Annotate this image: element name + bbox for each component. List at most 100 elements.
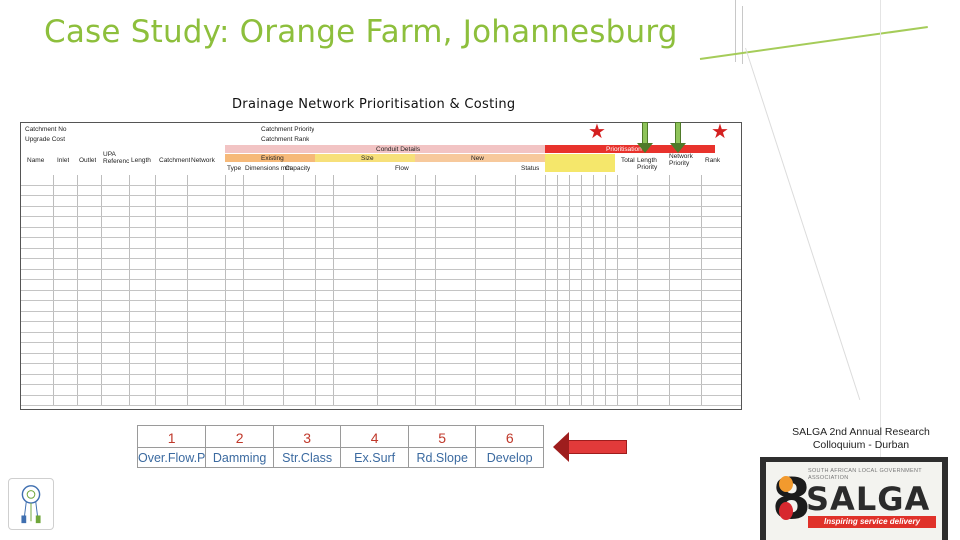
cell-divider	[415, 322, 416, 332]
cell-divider	[333, 227, 334, 237]
legend-label: Ex.Surf	[354, 451, 396, 465]
catchment-rank-label: Catchment Rank	[261, 136, 310, 143]
cell-divider	[53, 311, 54, 321]
cell-divider	[243, 259, 244, 269]
cell-divider	[569, 206, 570, 216]
cell-divider	[669, 395, 670, 405]
cell-divider	[333, 196, 334, 206]
cell-divider	[569, 395, 570, 405]
cell-divider	[557, 217, 558, 227]
cell-divider	[315, 196, 316, 206]
legend-label: Damming	[212, 451, 267, 465]
cell-divider	[605, 374, 606, 384]
cell-divider	[377, 301, 378, 311]
cell-divider	[475, 343, 476, 353]
cell-divider	[377, 206, 378, 216]
cell-divider	[315, 374, 316, 384]
cell-divider	[515, 227, 516, 237]
cell-divider	[605, 269, 606, 279]
cell-divider	[333, 185, 334, 195]
cell-divider	[515, 269, 516, 279]
cell-divider	[669, 259, 670, 269]
table-row	[21, 385, 741, 396]
cell-divider	[333, 395, 334, 405]
salga-name: SALGA	[806, 480, 931, 518]
cell-divider	[315, 343, 316, 353]
cell-divider	[701, 206, 702, 216]
cell-divider	[377, 175, 378, 185]
cell-divider	[581, 353, 582, 363]
cell-divider	[669, 374, 670, 384]
cell-divider	[333, 175, 334, 185]
cell-divider	[333, 385, 334, 395]
cell-divider	[377, 227, 378, 237]
cell-divider	[605, 395, 606, 405]
cell-divider	[569, 343, 570, 353]
cell-divider	[187, 385, 188, 395]
cell-divider	[315, 322, 316, 332]
salga-logo: 8 SOUTH AFRICAN LOCAL GOVERNMENT ASSOCIA…	[766, 462, 942, 540]
cell-divider	[435, 196, 436, 206]
cell-divider	[377, 217, 378, 227]
cell-divider	[435, 175, 436, 185]
cell-divider	[617, 322, 618, 332]
cell-divider	[637, 206, 638, 216]
cell-divider	[377, 311, 378, 321]
cell-divider	[129, 364, 130, 374]
cell-divider	[77, 311, 78, 321]
cell-divider	[637, 322, 638, 332]
cell-divider	[475, 248, 476, 258]
cell-divider	[435, 311, 436, 321]
rank-band	[545, 154, 615, 172]
cell-divider	[129, 206, 130, 216]
cell-divider	[101, 217, 102, 227]
cell-divider	[187, 322, 188, 332]
cell-divider	[435, 343, 436, 353]
cell-divider	[617, 185, 618, 195]
cell-divider	[593, 311, 594, 321]
cell-divider	[557, 332, 558, 342]
cell-divider	[581, 301, 582, 311]
cell-divider	[315, 353, 316, 363]
cell-divider	[53, 248, 54, 258]
cell-divider	[77, 332, 78, 342]
conference-line-2: Colloquium - Durban	[812, 439, 910, 451]
cell-divider	[415, 217, 416, 227]
conduit-details-band	[225, 145, 591, 153]
table-row	[21, 311, 741, 322]
cell-divider	[475, 185, 476, 195]
cell-divider	[333, 374, 334, 384]
cell-divider	[377, 364, 378, 374]
cell-divider	[581, 280, 582, 290]
cell-divider	[225, 311, 226, 321]
cell-divider	[515, 385, 516, 395]
cell-divider	[569, 248, 570, 258]
cell-divider	[701, 343, 702, 353]
size-band	[315, 154, 415, 162]
cell-divider	[593, 353, 594, 363]
cell-divider	[545, 238, 546, 248]
cell-divider	[545, 395, 546, 405]
cell-divider	[605, 175, 606, 185]
cell-divider	[569, 280, 570, 290]
cell-divider	[475, 311, 476, 321]
cell-divider	[225, 269, 226, 279]
cell-divider	[701, 311, 702, 321]
cell-divider	[569, 353, 570, 363]
cell-divider	[593, 322, 594, 332]
cell-divider	[557, 248, 558, 258]
cell-divider	[581, 343, 582, 353]
cell-divider	[475, 280, 476, 290]
cell-divider	[283, 353, 284, 363]
cell-divider	[669, 301, 670, 311]
cell-divider	[415, 185, 416, 195]
left-arrow-icon	[553, 432, 627, 462]
cell-divider	[283, 206, 284, 216]
cell-divider	[53, 332, 54, 342]
cell-divider	[545, 343, 546, 353]
cell-divider	[101, 227, 102, 237]
table-row	[21, 332, 741, 343]
cell-divider	[637, 353, 638, 363]
cell-divider	[569, 175, 570, 185]
cell-divider	[617, 217, 618, 227]
